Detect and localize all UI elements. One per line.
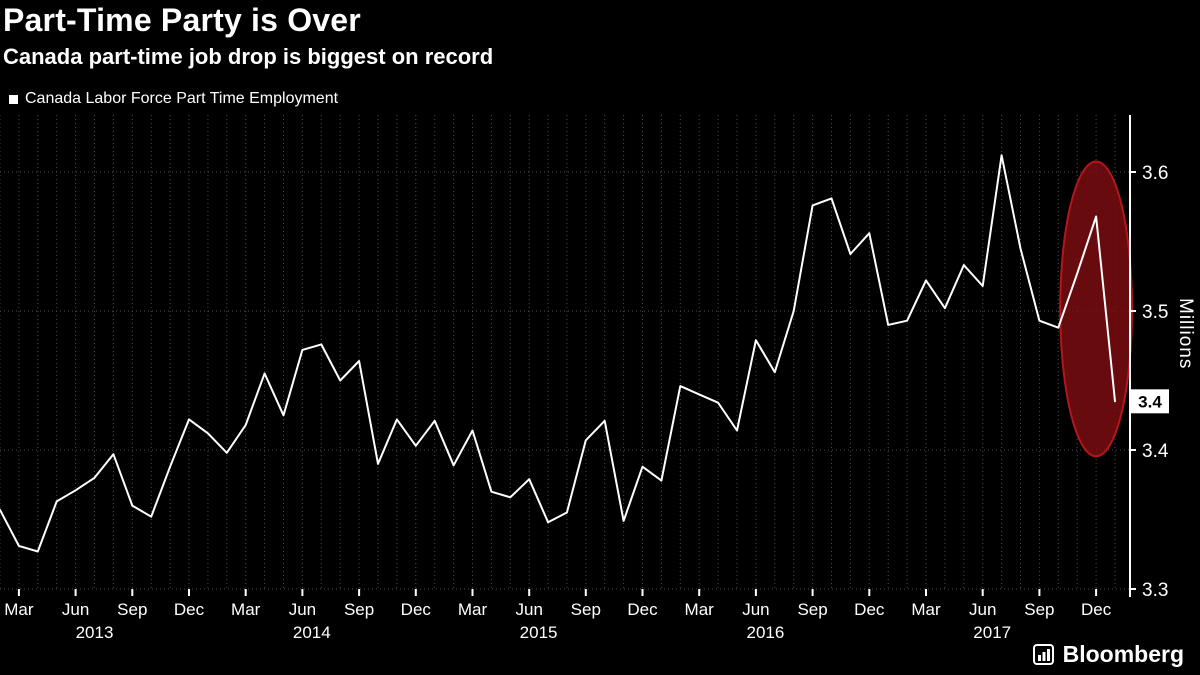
x-tick-label: Sep	[1024, 600, 1054, 619]
x-tick-label: Dec	[1081, 600, 1112, 619]
x-tick-label: Dec	[627, 600, 658, 619]
y-tick-label: 3.3	[1142, 580, 1168, 601]
x-tick-label: Jun	[515, 600, 542, 619]
bloomberg-icon	[1032, 644, 1054, 665]
x-tick-label: Jun	[289, 600, 316, 619]
y-axis: 3.3 3.4 3.5 3.6	[1129, 115, 1169, 601]
x-tick-label: Mar	[4, 600, 34, 619]
x-tick-label: Mar	[231, 600, 261, 619]
x-year-label: 2016	[746, 623, 784, 642]
last-value-label: 3.4	[1138, 392, 1162, 411]
x-tick-label: Dec	[854, 600, 885, 619]
page-subtitle: Canada part-time job drop is biggest on …	[3, 44, 494, 69]
x-tick-label: Jun	[742, 600, 769, 619]
y-tick-label: 3.6	[1142, 163, 1168, 184]
gridlines	[0, 115, 1130, 590]
x-tick-label: Mar	[685, 600, 715, 619]
page-title: Part-Time Party is Over	[3, 2, 361, 38]
x-tick-label: Sep	[797, 600, 827, 619]
legend-label: Canada Labor Force Part Time Employment	[25, 90, 339, 107]
legend: Canada Labor Force Part Time Employment	[9, 90, 338, 108]
x-tick-label: Jun	[62, 600, 89, 619]
bloomberg-wordmark: Bloomberg	[1062, 641, 1184, 667]
bloomberg-logo: Bloomberg	[1032, 641, 1184, 668]
x-tick-label: Dec	[401, 600, 432, 619]
employment-line-series	[0, 154, 1116, 553]
record-drop-highlight-ellipse	[1059, 160, 1133, 458]
x-axis: Mar Jun Sep Dec Mar Jun Sep Dec Mar Jun Sep Dec Mar J…	[4, 589, 1112, 642]
y-axis-title: Millions	[1175, 298, 1196, 370]
x-year-label: 2015	[520, 623, 558, 642]
y-tick-label: 3.4	[1142, 441, 1169, 462]
x-year-label: 2014	[293, 623, 331, 642]
x-tick-label: Sep	[117, 600, 147, 619]
legend-swatch-icon	[9, 94, 18, 104]
last-value-badge: 3.4	[1131, 389, 1169, 414]
x-tick-label: Mar	[458, 600, 488, 619]
y-tick-label: 3.5	[1142, 302, 1168, 323]
x-tick-label: Sep	[344, 600, 374, 619]
x-year-label: 2017	[973, 623, 1011, 642]
x-tick-label: Sep	[571, 600, 601, 619]
x-tick-label: Jun	[969, 600, 996, 619]
x-year-label: 2013	[76, 623, 114, 642]
x-tick-label: Mar	[911, 600, 941, 619]
x-tick-label: Dec	[174, 600, 205, 619]
